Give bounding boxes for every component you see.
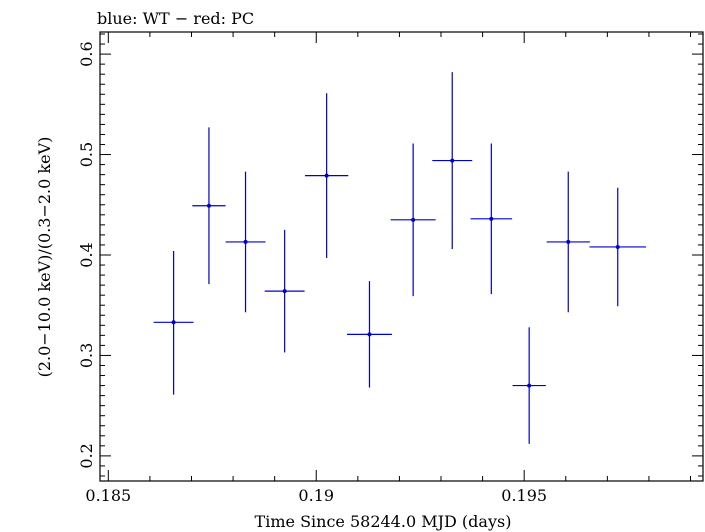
point-marker	[243, 239, 248, 244]
data-point	[589, 187, 647, 307]
data-point	[470, 143, 513, 295]
point-marker	[411, 217, 416, 222]
y-tick-label: 0.4	[77, 242, 96, 267]
data-point	[192, 127, 226, 285]
data-point	[432, 72, 473, 249]
data-point	[225, 171, 266, 313]
chart-title: blue: WT − red: PC	[97, 9, 254, 28]
x-axis: 0.185 0.19 0.195	[85, 32, 692, 505]
point-marker	[324, 173, 329, 178]
x-tick-label: 0.185	[85, 486, 131, 505]
point-marker	[527, 383, 532, 388]
point-marker	[450, 158, 455, 163]
point-marker	[367, 332, 372, 337]
y-tick-label: 0.2	[77, 443, 96, 468]
y-tick-label: 0.6	[77, 41, 96, 66]
x-tick-label: 0.195	[501, 486, 547, 505]
y-axis: 0.2 0.3 0.4 0.5 0.6	[77, 33, 703, 477]
data-point	[153, 250, 194, 395]
plot-frame	[99, 31, 704, 482]
y-axis-label: (2.0−10.0 keV)/(0.3−2.0 keV)	[35, 137, 54, 378]
y-tick-label: 0.5	[77, 142, 96, 167]
data-point	[264, 229, 305, 353]
y-tick-label: 0.3	[77, 343, 96, 368]
point-marker	[566, 239, 571, 244]
point-marker	[489, 216, 494, 221]
data-point	[305, 93, 349, 259]
data-series	[153, 72, 647, 444]
x-axis-label: Time Since 58244.0 MJD (days)	[255, 512, 512, 531]
data-point	[390, 143, 436, 297]
data-point	[347, 281, 392, 388]
x-tick-label: 0.19	[298, 486, 334, 505]
point-marker	[282, 289, 287, 294]
point-marker	[206, 203, 211, 208]
point-marker	[615, 244, 620, 249]
point-marker	[171, 320, 176, 325]
data-point	[512, 327, 546, 444]
data-point	[546, 171, 590, 313]
